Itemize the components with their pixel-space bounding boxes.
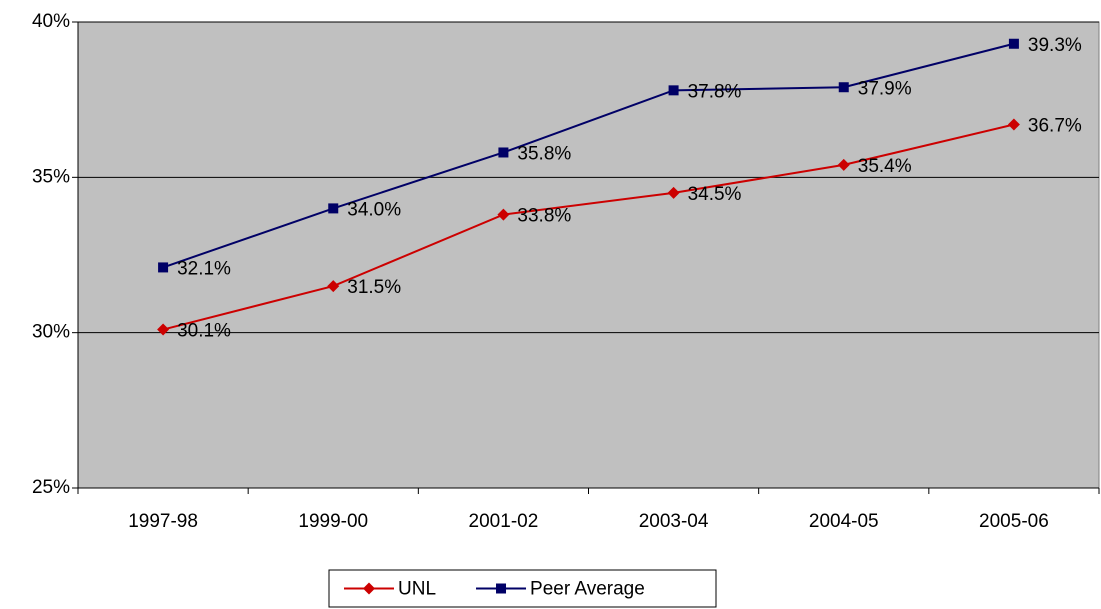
data-label: 36.7%	[1028, 116, 1082, 137]
data-label: 35.8%	[517, 143, 571, 164]
x-tick-label: 2005-06	[979, 511, 1049, 532]
data-label: 37.8%	[688, 81, 742, 102]
legend-label: UNL	[398, 579, 436, 600]
data-label: 33.8%	[517, 206, 571, 227]
data-point	[667, 186, 680, 199]
y-tick-label: 40%	[32, 11, 70, 32]
data-point	[157, 323, 170, 336]
data-point	[498, 147, 509, 158]
plot-area	[77, 21, 1100, 489]
data-label: 34.0%	[347, 199, 401, 220]
data-label: 31.5%	[347, 277, 401, 298]
x-tick-label: 2001-02	[469, 511, 539, 532]
data-label: 30.1%	[177, 321, 231, 342]
data-point	[158, 262, 169, 273]
data-point	[327, 280, 340, 293]
y-tick-label: 25%	[32, 477, 70, 498]
data-point	[1008, 38, 1019, 49]
data-point	[328, 203, 339, 214]
data-point	[1007, 118, 1020, 131]
data-point	[497, 208, 510, 221]
legend-marker	[496, 583, 507, 594]
x-tick-label: 2004-05	[809, 511, 879, 532]
data-label: 39.3%	[1028, 35, 1082, 56]
data-point	[837, 158, 850, 171]
data-point	[668, 85, 679, 96]
series-line	[162, 42, 1015, 269]
data-label: 37.9%	[858, 78, 912, 99]
x-tick-label: 1999-00	[298, 511, 368, 532]
legend-marker	[363, 582, 375, 595]
data-label: 32.1%	[177, 258, 231, 279]
data-label: 34.5%	[688, 184, 742, 205]
y-tick-label: 30%	[32, 322, 70, 343]
x-tick-label: 1997-98	[128, 511, 198, 532]
x-tick-label: 2003-04	[639, 511, 709, 532]
series-line	[162, 123, 1015, 331]
y-tick-label: 35%	[32, 166, 70, 187]
data-label: 35.4%	[858, 156, 912, 177]
legend-label: Peer Average	[530, 579, 645, 600]
data-point	[838, 82, 849, 93]
